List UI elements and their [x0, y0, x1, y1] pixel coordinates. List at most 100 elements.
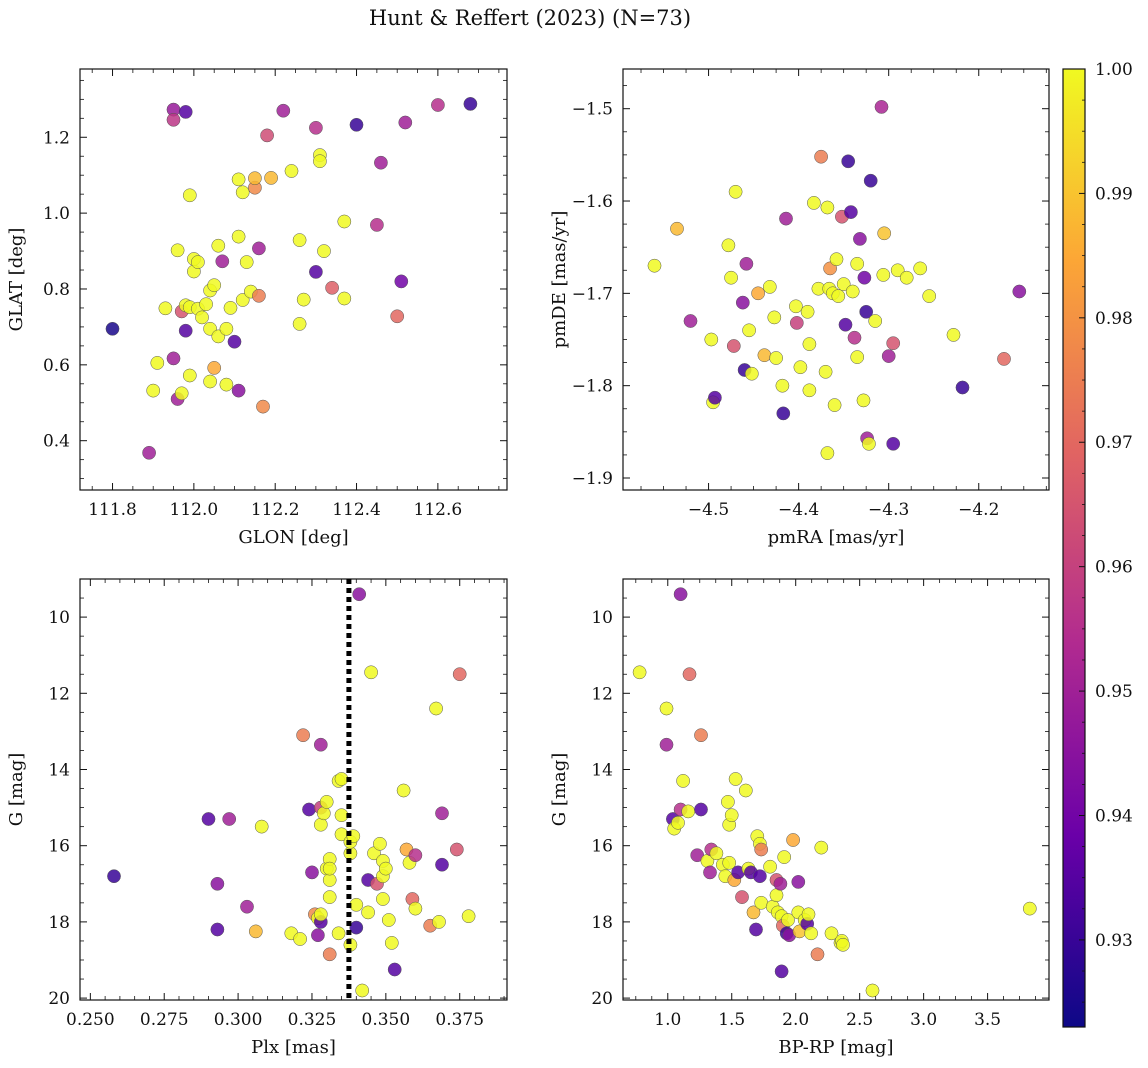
scatter-point	[319, 795, 334, 809]
x-axis-label: Plx [mas]	[251, 1037, 336, 1058]
scatter-point	[831, 289, 846, 303]
y-tick-label: −1.5	[572, 100, 613, 120]
scatter-point	[781, 913, 795, 927]
y-axis-label: GLAT [deg]	[6, 228, 27, 332]
scatter-point	[191, 255, 205, 269]
scatter-point	[863, 173, 878, 188]
scatter-point	[309, 265, 323, 279]
scatter-point	[820, 200, 835, 215]
scatter-point	[325, 280, 339, 295]
axes-frame	[622, 578, 1050, 1001]
x-tick-label: 0.250	[66, 1010, 115, 1030]
x-tick-label: 0.325	[288, 1010, 337, 1030]
scatter-point	[845, 284, 860, 299]
scatter-point	[838, 317, 853, 332]
colorbar-tick-label: 0.99	[1095, 184, 1133, 204]
panels: 111.8 112.0 112.2 112.4 112.6 0.4 0.6 0.8 1.0 1.2…	[6, 68, 1050, 1058]
scatter-point	[703, 865, 717, 880]
scatter-point	[394, 274, 409, 289]
scatter-point	[683, 314, 698, 328]
scatter-point	[219, 321, 234, 336]
scatter-point	[316, 806, 331, 821]
scatter-point	[210, 876, 225, 891]
scatter-point	[735, 295, 750, 310]
scatter-point	[195, 310, 209, 325]
scatter-point	[857, 270, 872, 285]
scatter-point	[361, 905, 375, 920]
scatter-point	[876, 268, 891, 282]
scatter-point	[779, 211, 793, 226]
scatter-point	[182, 188, 197, 203]
scatter-point	[753, 869, 767, 884]
scatter-point	[890, 263, 905, 278]
scatter-point	[824, 926, 839, 941]
scatter-point	[370, 218, 384, 232]
scatter-point	[378, 861, 393, 876]
scatter-point	[773, 876, 788, 891]
scatter-point	[429, 701, 443, 716]
colorbar: 0.93 0.94 0.95 0.96 0.97 0.98 0.99 1.00	[1062, 60, 1133, 1028]
scatter-point	[210, 922, 225, 937]
panel-plx-g: 0.250 0.275 0.300 0.325 0.350 0.375 10 12 14 16 18…	[6, 578, 508, 1058]
y-tick-label: −1.9	[572, 469, 613, 489]
y-tick-label: 18	[48, 913, 70, 933]
scatter-point	[349, 117, 364, 132]
x-tick-label: −4.2	[958, 500, 999, 520]
scatter-point	[292, 233, 307, 247]
scatter-point	[800, 304, 815, 319]
scatter-point	[252, 288, 266, 303]
scatter-point	[235, 293, 250, 307]
y-tick-label: 10	[591, 608, 613, 628]
panel-bprp-g: 1.0 1.5 2.0 2.5 3.0 3.5 10 12 14 16 18 20 BP-RP [mag…	[549, 578, 1050, 1058]
scatter-point	[432, 915, 446, 929]
scatter-point	[302, 802, 316, 817]
scatter-point	[722, 855, 737, 870]
scatter-point	[877, 226, 892, 241]
scatter-point	[398, 115, 413, 130]
scatter-point	[721, 238, 736, 253]
scatter-point	[150, 356, 165, 370]
scatter-point	[334, 808, 349, 823]
scatter-point	[913, 261, 928, 276]
scatter-point	[178, 105, 193, 119]
scatter-point	[311, 928, 325, 943]
scatter-point	[776, 406, 791, 421]
scatter-point	[754, 895, 769, 910]
y-tick-label: 14	[48, 760, 70, 780]
scatter-point	[284, 164, 299, 178]
scatter-point	[946, 328, 961, 342]
scatter-point	[862, 436, 876, 451]
scatter-point	[709, 846, 724, 861]
scatter-point	[818, 364, 833, 379]
scatter-point	[786, 833, 800, 847]
scatter-point	[227, 334, 242, 349]
scatter-point	[174, 386, 189, 401]
colorbar-tick-label: 0.95	[1095, 682, 1133, 702]
scatter-point	[802, 383, 817, 398]
scatter-point	[886, 336, 901, 351]
scatter-point	[349, 897, 364, 912]
y-tick-label: −1.8	[572, 377, 613, 397]
scatter-point	[334, 772, 349, 786]
y-axis-label: G [mag]	[6, 753, 27, 826]
scatter-point	[322, 947, 337, 962]
scatter-points	[647, 100, 1027, 460]
x-tick-label: 111.8	[88, 500, 137, 520]
scatter-point	[252, 241, 266, 256]
scatter-point	[260, 128, 274, 143]
scatter-point	[166, 351, 181, 366]
scatter-point	[659, 737, 674, 752]
scatter-point	[387, 962, 402, 977]
scatter-point	[804, 926, 818, 941]
scatter-point	[313, 154, 327, 169]
x-tick-label: −4.3	[868, 500, 909, 520]
scatter-point	[231, 383, 246, 398]
scatter-point	[337, 214, 352, 229]
scatter-point	[322, 890, 337, 904]
y-tick-label: 12	[591, 684, 613, 704]
scatter-point	[836, 277, 851, 291]
scatter-point	[724, 270, 738, 285]
scatter-point	[211, 238, 226, 253]
scatter-point	[264, 171, 278, 185]
y-tick-label: 14	[591, 760, 613, 780]
